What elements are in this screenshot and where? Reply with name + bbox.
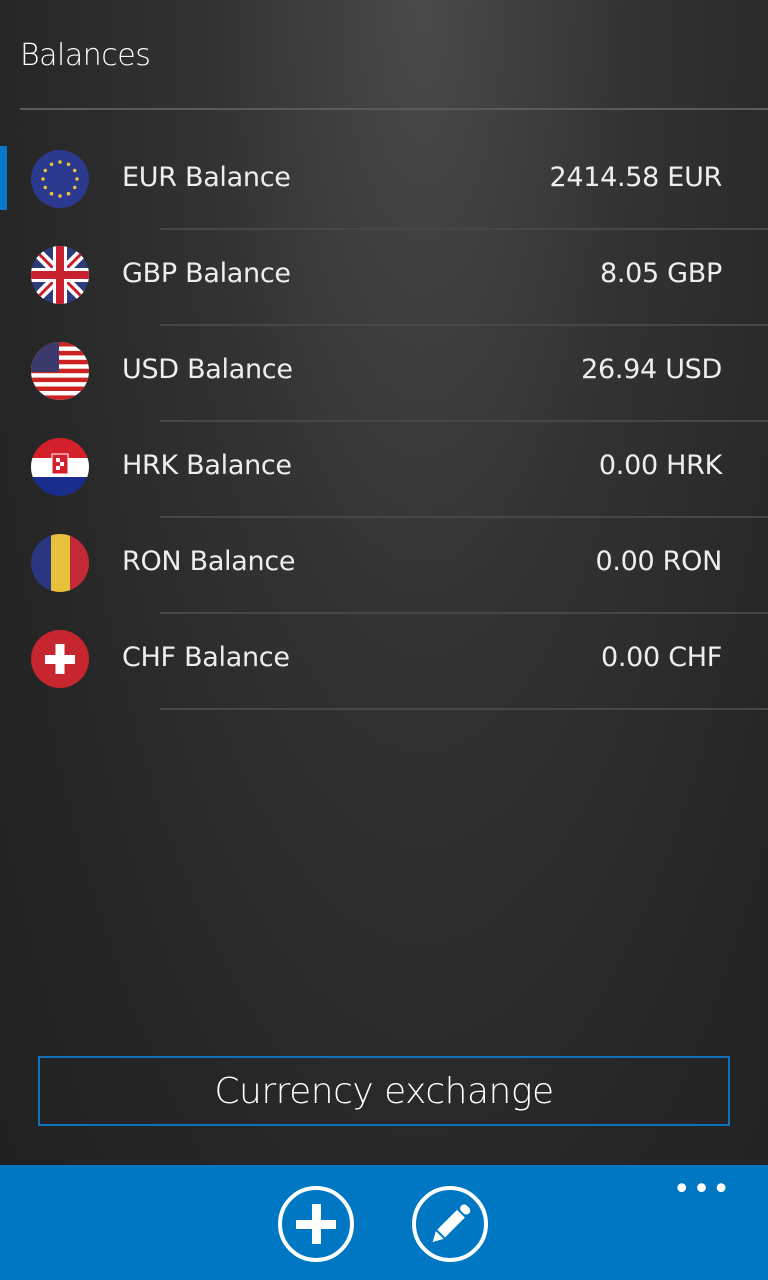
add-icon[interactable] — [277, 1185, 355, 1263]
balance-value: 8.05 GBP — [599, 258, 722, 289]
page-title: Balances — [20, 38, 151, 73]
currency-exchange-button[interactable]: Currency exchange — [38, 1056, 730, 1126]
balance-value: 26.94 USD — [581, 354, 722, 385]
balance-label: GBP Balance — [122, 258, 291, 289]
row-divider — [160, 708, 768, 710]
balance-label: USD Balance — [122, 354, 293, 385]
balance-row[interactable]: HRK Balance 0.00 HRK — [0, 420, 768, 518]
balance-row[interactable]: EUR Balance 2414.58 EUR — [0, 132, 768, 230]
row-divider — [160, 420, 768, 422]
row-divider — [160, 324, 768, 326]
balance-value: 0.00 RON — [595, 546, 722, 577]
balance-label: RON Balance — [122, 546, 296, 577]
us-flag-icon — [31, 342, 89, 400]
selection-indicator — [0, 146, 7, 210]
balance-row[interactable]: GBP Balance 8.05 GBP — [0, 228, 768, 326]
croatia-flag-icon — [31, 438, 89, 496]
switzerland-flag-icon — [31, 630, 89, 688]
romania-flag-icon — [31, 534, 89, 592]
header-divider — [20, 108, 768, 110]
row-divider — [160, 228, 768, 230]
uk-flag-icon — [31, 246, 89, 304]
balance-label: CHF Balance — [122, 642, 290, 673]
row-divider — [160, 612, 768, 614]
balance-value: 0.00 HRK — [598, 450, 722, 481]
more-icon[interactable]: ••• — [672, 1172, 732, 1207]
balance-row[interactable]: USD Balance 26.94 USD — [0, 324, 768, 422]
balance-value: 2414.58 EUR — [549, 162, 722, 193]
balance-label: HRK Balance — [122, 450, 292, 481]
eu-flag-icon — [31, 150, 89, 208]
balance-value: 0.00 CHF — [601, 642, 722, 673]
balance-label: EUR Balance — [122, 162, 291, 193]
row-divider — [160, 516, 768, 518]
edit-icon[interactable] — [411, 1185, 489, 1263]
app-bar: ••• — [0, 1165, 768, 1280]
balance-row[interactable]: RON Balance 0.00 RON — [0, 516, 768, 614]
balance-row[interactable]: CHF Balance 0.00 CHF — [0, 612, 768, 710]
